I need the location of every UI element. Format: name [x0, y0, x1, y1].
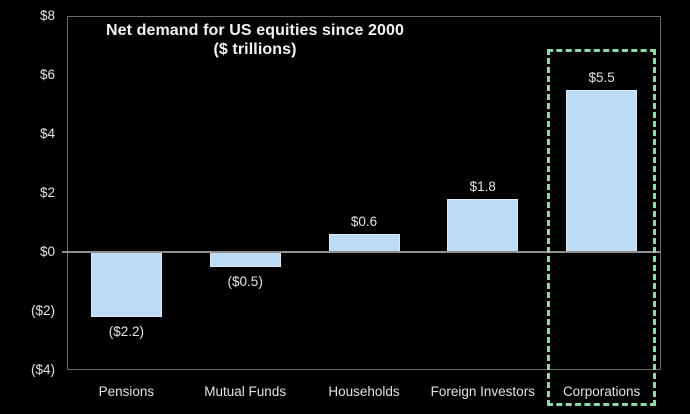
highlight-box-corporations — [547, 49, 657, 406]
y-tick-label-0: $0 — [39, 244, 55, 259]
y-tick-label-4: ($4) — [30, 362, 55, 377]
category-label-households: Households — [328, 384, 400, 399]
category-label-mutual-funds: Mutual Funds — [204, 384, 287, 399]
value-label-foreign-investors: $1.8 — [469, 178, 496, 194]
bar-households — [328, 234, 400, 252]
category-label-pensions: Pensions — [98, 384, 155, 399]
y-tick-label-2: ($2) — [30, 303, 55, 318]
category-label-foreign-investors: Foreign Investors — [430, 384, 535, 399]
value-label-corporations: $5.5 — [588, 69, 615, 85]
chart-title: Net demand for US equities since 2000 — [105, 22, 405, 39]
value-label-mutual-funds: ($0.5) — [227, 273, 263, 289]
zero-axis-line — [62, 251, 661, 253]
value-label-households: $0.6 — [350, 214, 378, 230]
y-tick-label-2: $2 — [39, 185, 55, 200]
y-tick-label-6: $6 — [39, 67, 55, 82]
bar-foreign-investors — [447, 198, 519, 252]
chart-subtitle: ($ trillions) — [213, 41, 297, 58]
bar-mutual-funds — [209, 252, 281, 267]
bar-pensions — [90, 252, 162, 317]
chart-title-block: Net demand for US equities since 2000 ($… — [55, 21, 455, 59]
y-tick-label-8: $8 — [39, 8, 55, 23]
plot-area — [67, 16, 661, 370]
category-label-corporations: Corporations — [562, 384, 641, 399]
y-tick-label-4: $4 — [39, 126, 55, 141]
value-label-pensions: ($2.2) — [108, 323, 145, 339]
